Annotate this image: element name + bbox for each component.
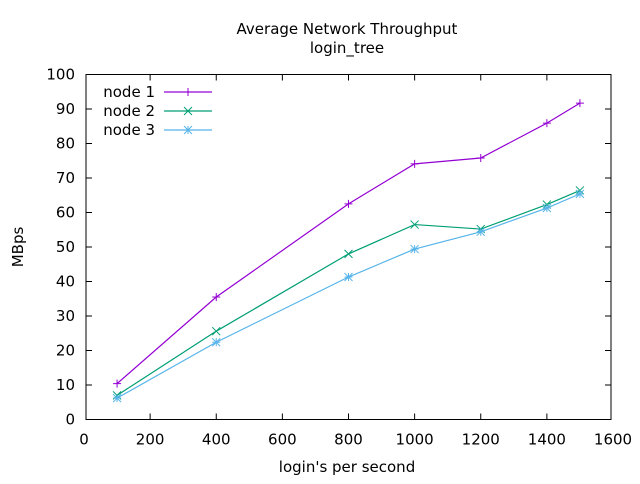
- y-tick-label: 40: [56, 273, 75, 291]
- data-point-node-1: [212, 293, 221, 302]
- x-tick-label: 1200: [462, 431, 500, 449]
- marker-stroke: [211, 326, 221, 336]
- legend-marker-node-2: [183, 106, 193, 116]
- x-tick-label: 400: [202, 431, 231, 449]
- series-line-node-3: [116, 193, 581, 399]
- marker-stroke: [344, 272, 353, 282]
- x-axis-label: login's per second: [279, 458, 415, 476]
- x-tick-label: 1000: [396, 431, 434, 449]
- data-point-node-3: [344, 272, 353, 282]
- x-tick-label: 800: [334, 431, 363, 449]
- y-tick-label: 100: [46, 66, 75, 84]
- data-point-node-1: [575, 99, 584, 108]
- data-point-node-3: [410, 244, 419, 254]
- chart-subtitle: login_tree: [310, 39, 384, 58]
- y-tick-label: 30: [56, 307, 75, 325]
- y-tick-label: 70: [56, 169, 75, 187]
- marker-stroke: [183, 125, 193, 135]
- legend-marker-node-1: [184, 88, 192, 96]
- legend-marker-node-3: [183, 125, 193, 135]
- data-point-node-3: [575, 189, 585, 199]
- y-tick-label: 60: [56, 204, 75, 222]
- legend-label-node-3: node 3: [103, 121, 155, 139]
- y-tick-label: 50: [56, 238, 75, 256]
- marker-stroke: [344, 249, 353, 259]
- data-point-node-1: [344, 199, 353, 208]
- plot-border: [85, 74, 612, 420]
- y-tick-label: 90: [56, 100, 75, 118]
- x-tick-label: 600: [268, 431, 297, 449]
- chart-title: Average Network Throughput: [237, 20, 458, 38]
- y-tick-label: 20: [56, 342, 75, 360]
- data-point-node-1: [410, 159, 419, 168]
- y-tick-label: 10: [56, 376, 75, 394]
- data-point-node-1: [113, 379, 122, 388]
- marker-stroke: [112, 393, 122, 403]
- data-point-node-2: [410, 220, 419, 229]
- legend-label-node-1: node 1: [103, 83, 155, 101]
- data-point-node-3: [542, 203, 552, 213]
- y-tick-label: 0: [65, 411, 75, 429]
- marker-stroke: [410, 220, 419, 229]
- x-tick-label: 200: [136, 431, 165, 449]
- data-point-node-3: [112, 393, 122, 403]
- data-point-node-2: [344, 249, 353, 259]
- marker-stroke: [211, 337, 221, 347]
- marker-stroke: [410, 244, 419, 254]
- data-point-node-3: [476, 227, 486, 237]
- data-point-node-1: [542, 119, 551, 128]
- y-tick-label: 80: [56, 135, 75, 153]
- marker-stroke: [183, 106, 193, 116]
- legend-label-node-2: node 2: [103, 102, 155, 120]
- data-point-node-2: [211, 326, 221, 336]
- marker-stroke: [476, 227, 486, 237]
- series-line-node-1: [116, 102, 581, 385]
- marker-stroke: [542, 203, 552, 213]
- data-point-node-1: [476, 153, 485, 162]
- data-point-node-3: [211, 337, 221, 347]
- x-tick-label: 1600: [594, 431, 632, 449]
- x-tick-label: 1400: [528, 431, 566, 449]
- y-axis-label: MBps: [9, 227, 27, 268]
- marker-stroke: [575, 189, 585, 199]
- x-tick-label: 0: [79, 431, 89, 449]
